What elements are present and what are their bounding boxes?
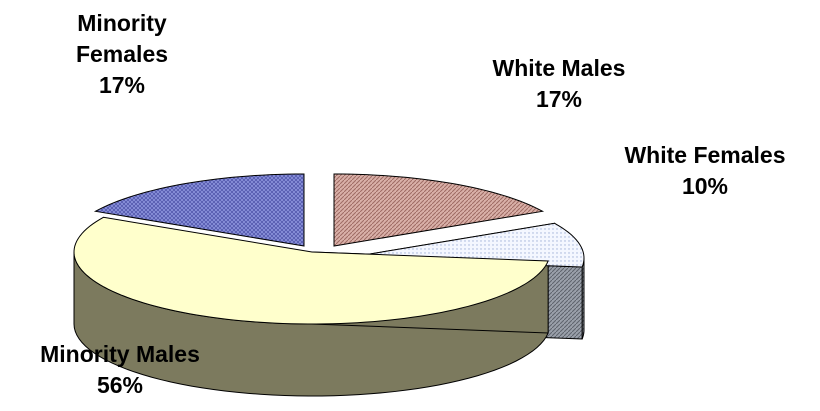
data-label-minority-males: Minority Males 56% (40, 341, 200, 398)
category-label: Minority Males (40, 341, 200, 367)
category-label: Females (76, 41, 168, 67)
pie-slice-white-males (333, 173, 545, 247)
value-label: 17% (536, 86, 582, 112)
pie-slice-minority-females (93, 173, 305, 247)
pie-slice-minority-males (73, 216, 549, 325)
value-label: 17% (99, 72, 145, 98)
pie-tops (73, 173, 585, 325)
data-label-minority-females: Minority Females 17% (76, 10, 168, 98)
category-label: White Females (624, 142, 785, 168)
value-label: 10% (682, 173, 728, 199)
value-label: 56% (97, 372, 143, 398)
pie-labels: White Males 17% White Females 10% Minority M… (40, 10, 785, 398)
category-label: White Males (493, 55, 626, 81)
data-label-white-males: White Males 17% (493, 55, 626, 112)
category-label: Minority (77, 10, 167, 36)
data-label-white-females: White Females 10% (624, 142, 785, 199)
